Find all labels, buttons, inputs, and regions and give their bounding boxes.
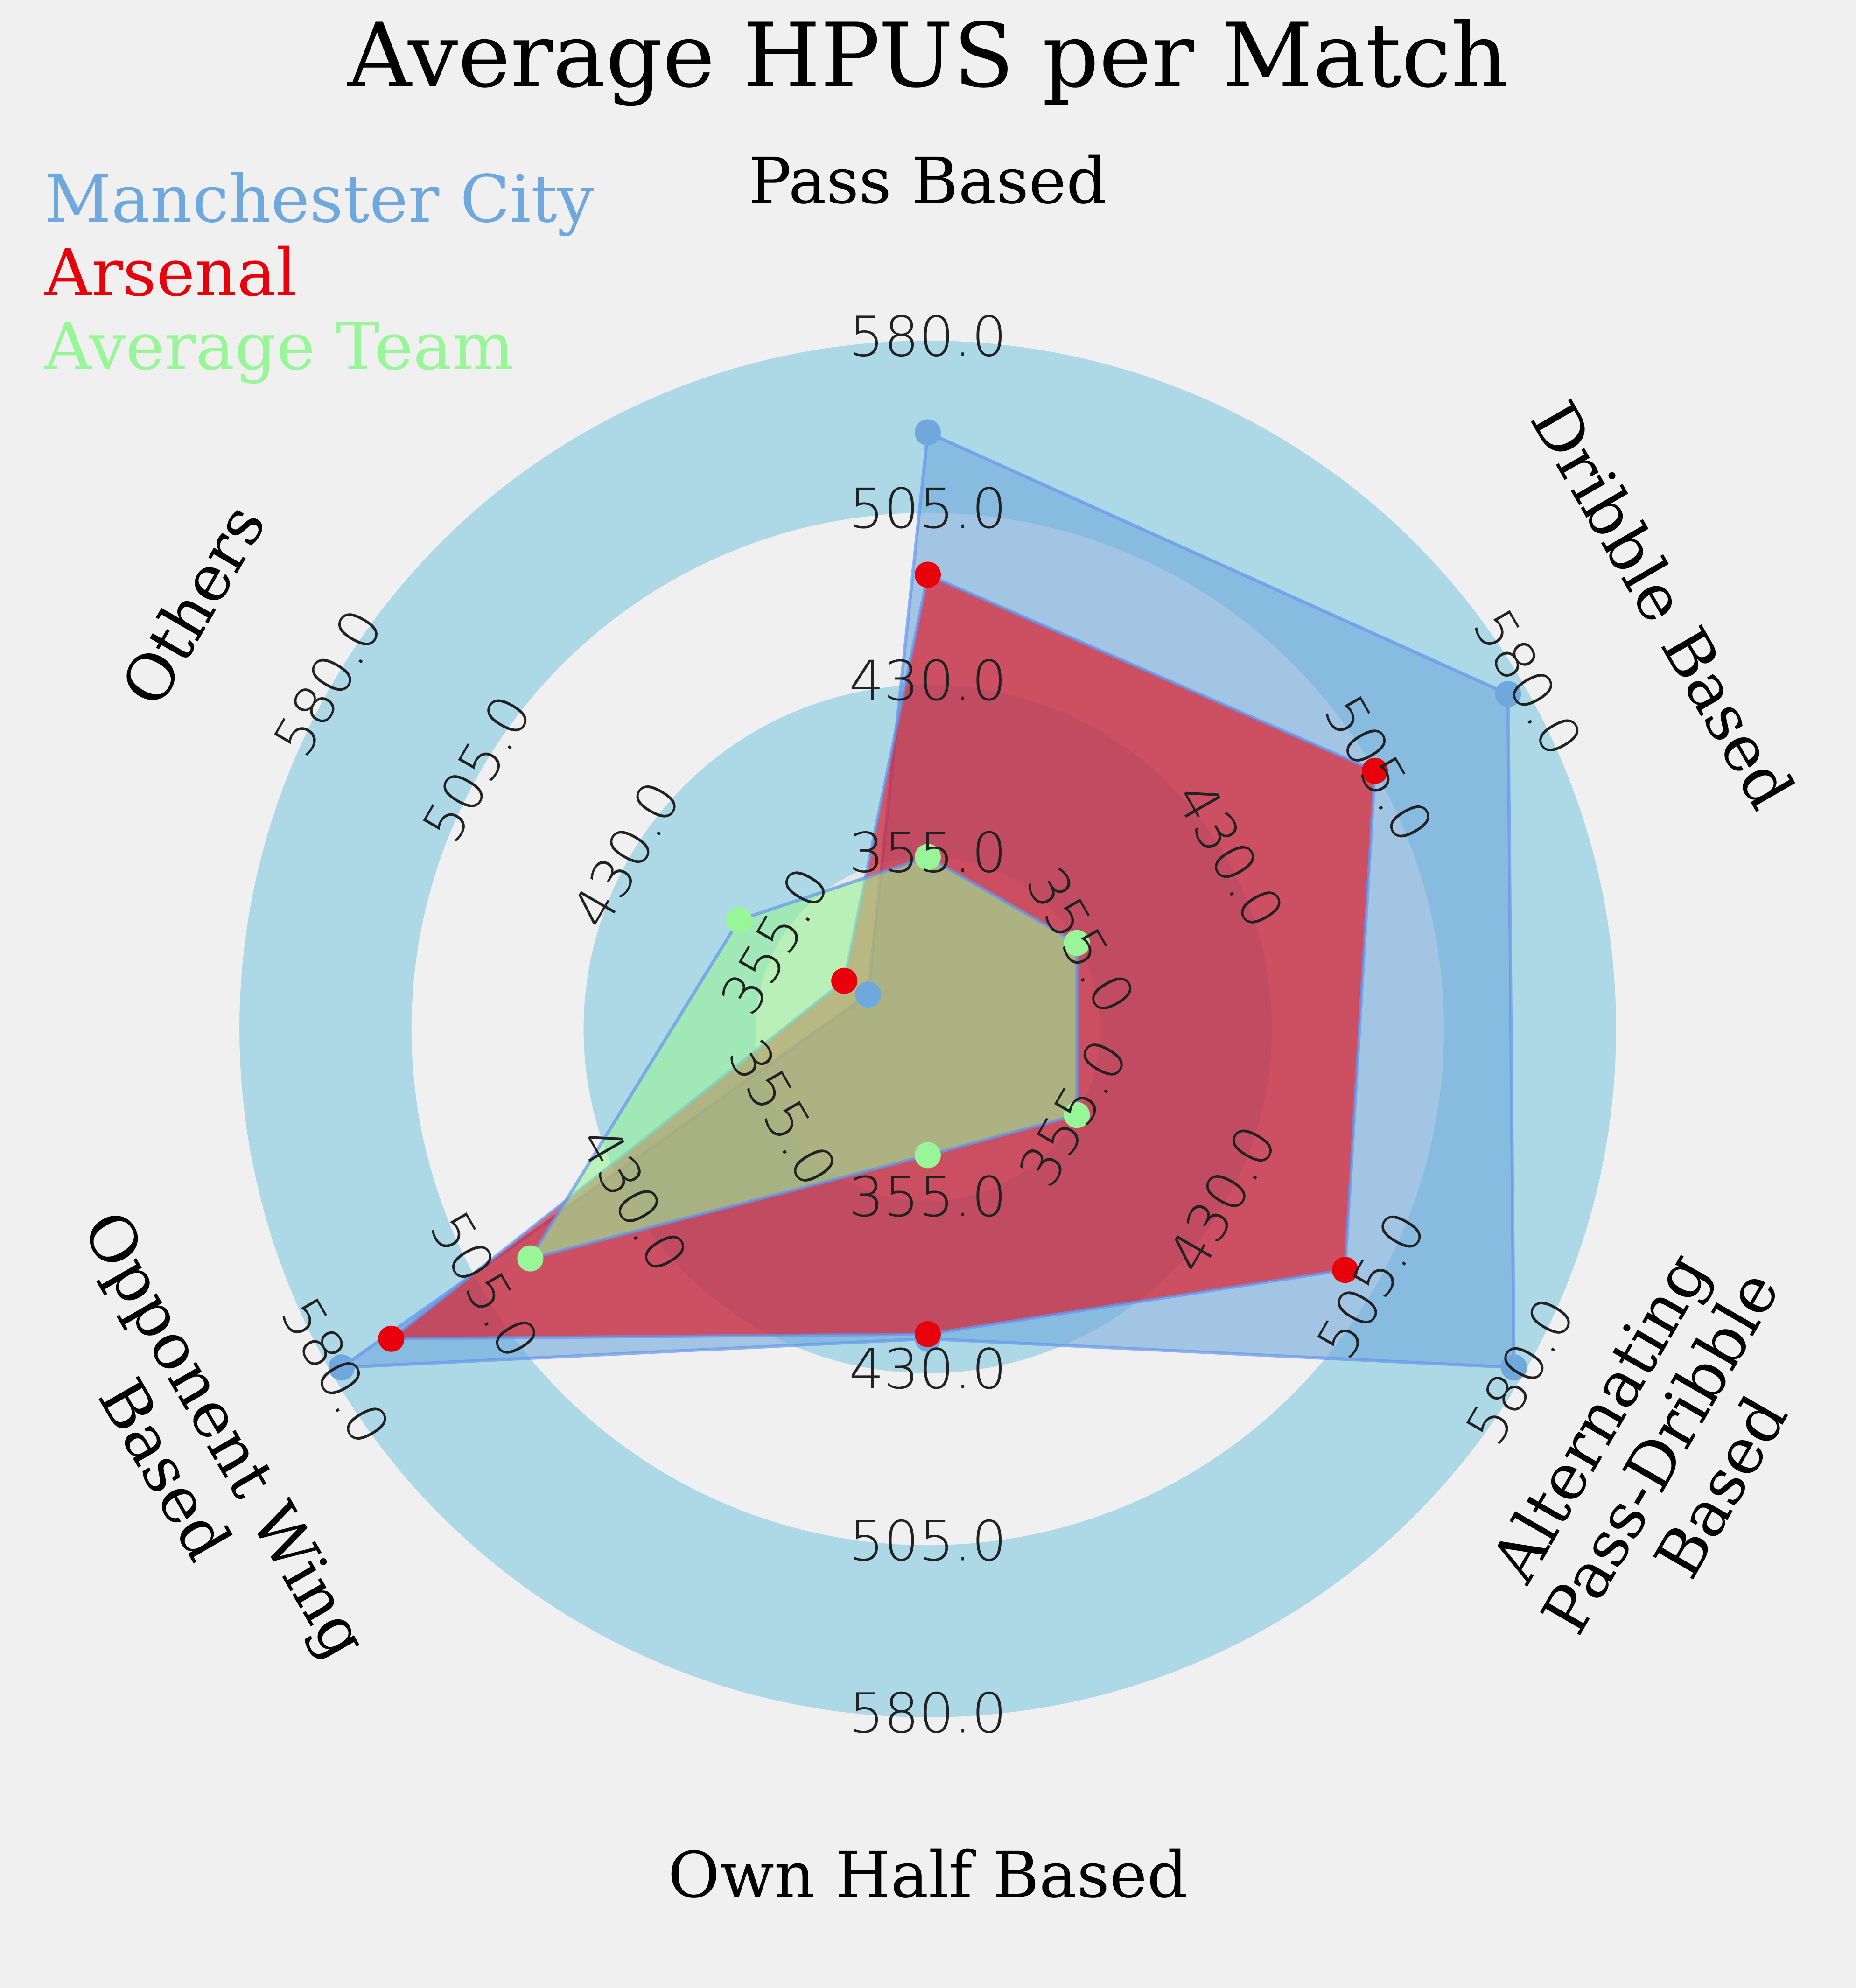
tick-label: 505.0 (849, 476, 1007, 541)
data-point-manchester-city (328, 1354, 355, 1381)
series-layer (328, 419, 1527, 1381)
tick-label: 580.0 (849, 304, 1007, 369)
tick-label: 505.0 (849, 1509, 1007, 1574)
chart-title: Average HPUS per Match (347, 4, 1508, 107)
data-point-arsenal (378, 1325, 405, 1352)
data-point-manchester-city (1501, 1354, 1527, 1381)
category-label: Pass Based (749, 145, 1107, 218)
data-point-average-team (1064, 1102, 1090, 1128)
data-point-arsenal (1332, 1257, 1359, 1283)
tick-label: 580.0 (849, 1681, 1007, 1745)
data-point-manchester-city (855, 981, 882, 1008)
data-point-average-team (915, 844, 941, 870)
legend-entry: Average Team (44, 309, 514, 385)
data-point-arsenal (915, 1321, 941, 1347)
tick-label: 430.0 (849, 1337, 1007, 1401)
legend-entry: Manchester City (44, 161, 594, 238)
data-point-arsenal (915, 561, 941, 588)
data-point-average-team (517, 1245, 544, 1272)
legend-entry: Arsenal (44, 235, 297, 311)
data-point-average-team (726, 907, 752, 933)
data-point-manchester-city (1495, 681, 1521, 707)
tick-label: 355.0 (849, 821, 1007, 885)
category-label: Own Half Based (668, 1839, 1188, 1912)
data-point-average-team (915, 1142, 941, 1169)
data-point-arsenal (831, 967, 858, 994)
data-point-arsenal (1362, 757, 1388, 784)
tick-label: 430.0 (849, 649, 1007, 713)
tick-label: 355.0 (849, 1165, 1007, 1229)
data-point-manchester-city (915, 419, 941, 446)
data-point-average-team (1064, 930, 1090, 956)
category-label: Others (107, 492, 280, 718)
